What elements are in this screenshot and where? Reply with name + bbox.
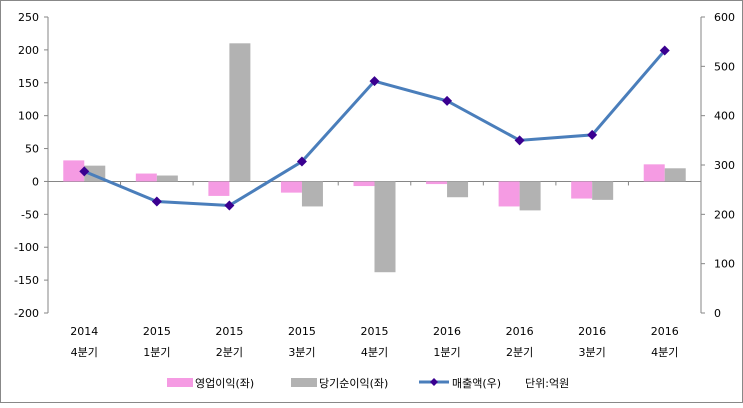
bar-operating-profit (426, 181, 448, 185)
unit-note: 단위:억원 (525, 377, 569, 390)
bar-net-income (592, 181, 614, 200)
left-axis-tick-label: -50 (21, 208, 39, 221)
right-axis-tick-label: 600 (714, 11, 735, 24)
revenue-marker (442, 95, 453, 106)
bar-net-income (229, 43, 251, 182)
right-axis-tick-label: 0 (714, 307, 721, 320)
x-tick-label-quarter: 1분기 (143, 346, 170, 359)
bar-operating-profit (280, 181, 302, 193)
right-axis-tick-label: 100 (714, 258, 735, 271)
bar-net-income (447, 181, 469, 198)
left-axis-tick-label: -100 (14, 241, 39, 254)
x-tick-label-year: 2016 (651, 325, 679, 338)
x-tick-label-quarter: 2분기 (216, 346, 243, 359)
legend-swatch-net-income (291, 378, 317, 387)
x-tick-label-year: 2015 (143, 325, 171, 338)
x-tick-label-quarter: 3분기 (288, 346, 315, 359)
bar-operating-profit (135, 173, 157, 182)
x-tick-label-year: 2016 (433, 325, 461, 338)
right-axis-tick-label: 400 (714, 110, 735, 123)
left-axis-tick-label: 200 (18, 44, 39, 57)
revenue-marker (296, 156, 307, 167)
bar-net-income (374, 181, 396, 273)
x-tick-label-year: 2016 (578, 325, 606, 338)
revenue-marker (224, 200, 235, 211)
revenue-marker (514, 135, 525, 146)
right-axis-tick-label: 500 (714, 60, 735, 73)
bar-net-income (156, 175, 178, 182)
bar-net-income (301, 181, 323, 207)
revenue-marker (659, 45, 670, 56)
left-axis-tick-label: 0 (32, 175, 39, 188)
revenue-marker (369, 76, 380, 87)
legend-marker-revenue (430, 378, 438, 386)
x-tick-label-quarter: 4분기 (71, 346, 98, 359)
right-axis-tick-label: 300 (714, 159, 735, 172)
x-tick-label-year: 2015 (361, 325, 389, 338)
left-axis-tick-label: 100 (18, 110, 39, 123)
left-axis-tick-label: 50 (25, 143, 39, 156)
legend: 영업이익(좌) 당기순이익(좌) 매출액(우) 단위:억원 (167, 377, 569, 390)
bar-operating-profit (63, 160, 85, 182)
x-tick-label-year: 2015 (288, 325, 316, 338)
x-tick-label-quarter: 4분기 (361, 346, 388, 359)
bar-operating-profit (571, 181, 593, 199)
legend-label-net-income: 당기순이익(좌) (319, 377, 388, 390)
bar-operating-profit (498, 181, 520, 207)
legend-label-revenue: 매출액(우) (452, 377, 501, 390)
revenue-marker (151, 196, 162, 207)
x-tick-label-year: 2014 (70, 325, 98, 338)
left-axis-tick-label: -200 (14, 307, 39, 320)
bar-operating-profit (208, 181, 230, 196)
x-tick-label-quarter: 4분기 (651, 346, 678, 359)
right-axis-tick-label: 200 (714, 208, 735, 221)
left-axis-tick-label: 250 (18, 11, 39, 24)
legend-swatch-operating-profit (167, 378, 193, 387)
x-tick-label-year: 2015 (215, 325, 243, 338)
legend-label-operating-profit: 영업이익(좌) (195, 377, 254, 390)
revenue-marker (79, 166, 90, 177)
revenue-marker (587, 129, 598, 140)
x-tick-label-quarter: 3분기 (579, 346, 606, 359)
x-tick-label-year: 2016 (506, 325, 534, 338)
x-tick-label-quarter: 2분기 (506, 346, 533, 359)
left-axis-tick-label: 150 (18, 77, 39, 90)
bar-net-income (519, 181, 541, 211)
left-axis-tick-label: -150 (14, 274, 39, 287)
bar-net-income (664, 168, 686, 182)
bar-operating-profit (643, 164, 665, 182)
bar-operating-profit (353, 181, 375, 187)
x-tick-label-quarter: 1분기 (433, 346, 460, 359)
